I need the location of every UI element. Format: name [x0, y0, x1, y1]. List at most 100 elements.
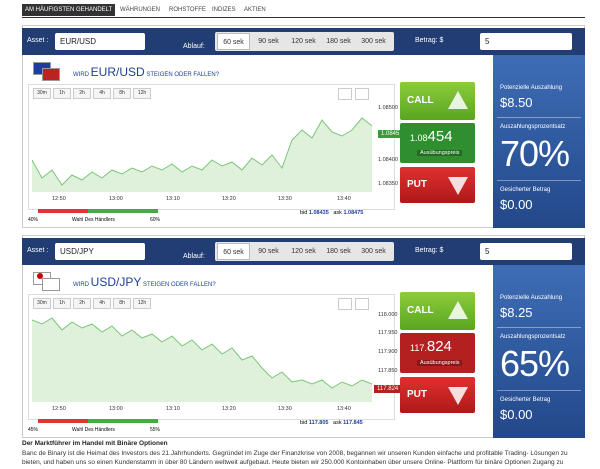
- put-label[interactable]: PUT: [407, 389, 427, 400]
- timeframe[interactable]: 8h: [113, 88, 131, 99]
- flag: [42, 278, 60, 291]
- expiry-option[interactable]: 60 sek: [217, 33, 250, 50]
- strike-label: Ausübungspreis: [417, 360, 463, 366]
- secured: $0.00: [500, 197, 533, 212]
- chart-tool[interactable]: [355, 298, 369, 310]
- percent-label: Auszahlungsprozentsatz: [500, 334, 566, 340]
- sentiment-label: Wahl Des Händlers: [72, 427, 115, 433]
- sentiment-label: Wahl Des Händlers: [72, 217, 115, 223]
- percent-label: Auszahlungsprozentsatz: [500, 124, 566, 130]
- timeframe[interactable]: 12h: [133, 298, 151, 309]
- y-label: 117.950: [378, 330, 398, 336]
- amount-select[interactable]: 5: [480, 243, 572, 260]
- tab[interactable]: INDIZES: [212, 7, 236, 13]
- put-label[interactable]: PUT: [407, 179, 427, 190]
- tab[interactable]: WÄHRUNGEN: [120, 7, 160, 13]
- strike-label: Ausübungspreis: [417, 150, 463, 156]
- y-label: 118.000: [378, 312, 398, 318]
- expiry-option[interactable]: 90 sek: [258, 248, 279, 255]
- sentiment-bar-green: [88, 419, 158, 423]
- divider: [497, 180, 581, 181]
- call-label[interactable]: CALL: [407, 95, 434, 106]
- timeframe[interactable]: 12h: [133, 88, 151, 99]
- amount-select[interactable]: 5: [480, 33, 572, 50]
- x-label: 12:50: [52, 406, 66, 412]
- divider: [497, 327, 581, 328]
- question-prefix: WIRD: [73, 72, 89, 78]
- chart-box: [28, 294, 395, 420]
- ask: 1.08475: [343, 210, 364, 216]
- ask-label: ask: [333, 210, 342, 216]
- expiry-option[interactable]: 90 sek: [258, 38, 279, 45]
- footer-heading: Der Marktführer im Handel mit Binäre Opt…: [22, 440, 168, 447]
- x-label: 12:50: [52, 196, 66, 202]
- amount-label: Betrag: $: [415, 247, 444, 254]
- expiry-option[interactable]: 300 sek: [361, 38, 386, 45]
- payout-panel: [493, 55, 585, 228]
- bid: 1.08435: [308, 210, 329, 216]
- secured-label: Gesicherter Betrag: [500, 397, 551, 403]
- sentiment-bar-red: [38, 419, 88, 423]
- x-label: 13:10: [166, 196, 180, 202]
- tab[interactable]: AKTIEN: [244, 7, 266, 13]
- x-label: 13:00: [109, 196, 123, 202]
- bid: 117.805: [308, 420, 329, 426]
- expiry-option[interactable]: 180 sek: [326, 38, 351, 45]
- put-arrow: [448, 387, 468, 405]
- price-tag: 117.824: [374, 385, 402, 393]
- amount-label: Betrag: $: [415, 37, 444, 44]
- tab[interactable]: AM HÄUFIGSTEN GEHANDELT: [25, 7, 113, 13]
- timeframe[interactable]: 4h: [93, 88, 111, 99]
- question: WIRD USD/JPY STEIGEN ODER FALLEN?: [73, 275, 216, 289]
- tab[interactable]: ROHSTOFFE: [169, 7, 206, 13]
- ask: 117.845: [343, 420, 363, 426]
- payout-label: Potenzielle Auszahlung: [500, 295, 563, 301]
- expiry-option[interactable]: 120 sek: [291, 248, 316, 255]
- chart-tool[interactable]: [338, 88, 352, 100]
- expiry-option[interactable]: 60 sek: [217, 243, 250, 260]
- divider: [497, 117, 581, 118]
- sentiment-low: 45%: [28, 427, 39, 433]
- asset-select[interactable]: EUR/USD: [55, 33, 145, 50]
- flag: [42, 68, 60, 81]
- y-label: 117.850: [378, 368, 398, 374]
- timeframe[interactable]: 2h: [73, 88, 91, 99]
- payout-label: Potenzielle Auszahlung: [500, 85, 563, 91]
- timeframe[interactable]: 1h: [53, 88, 71, 99]
- asset-select[interactable]: USD/JPY: [55, 243, 145, 260]
- timeframe[interactable]: 2h: [73, 298, 91, 309]
- expiry-option[interactable]: 180 sek: [326, 248, 351, 255]
- expiry-group: [215, 32, 394, 51]
- x-label: 13:40: [337, 196, 351, 202]
- timeframe[interactable]: 30m: [33, 88, 51, 99]
- bid-label: bid: [300, 420, 308, 426]
- percent: 65%: [500, 343, 570, 384]
- y-label: 117.900: [378, 349, 398, 355]
- chart-tool[interactable]: [355, 88, 369, 100]
- question: WIRD EUR/USD STEIGEN ODER FALLEN?: [73, 65, 219, 79]
- expiry-option[interactable]: 300 sek: [361, 248, 386, 255]
- timeframe[interactable]: 8h: [113, 298, 131, 309]
- secured-label: Gesicherter Betrag: [500, 187, 551, 193]
- call-arrow: [448, 91, 468, 109]
- chart-tool[interactable]: [338, 298, 352, 310]
- expiry-label: Ablauf:: [183, 253, 205, 260]
- asset-label: Asset :: [27, 37, 49, 44]
- tab-underline: [22, 17, 585, 18]
- timeframe[interactable]: 30m: [33, 298, 51, 309]
- timeframe[interactable]: 1h: [53, 298, 71, 309]
- timeframe[interactable]: 4h: [93, 298, 111, 309]
- tab-active-bg[interactable]: [22, 4, 115, 16]
- call-label[interactable]: CALL: [407, 305, 434, 316]
- x-label: 13:20: [222, 406, 236, 412]
- price-chart: [32, 117, 372, 192]
- sentiment-bar-red: [38, 209, 88, 213]
- price-box: [400, 123, 475, 163]
- secured: $0.00: [500, 407, 533, 422]
- y-label: 1.08500: [378, 105, 398, 111]
- expiry-option[interactable]: 120 sek: [291, 38, 316, 45]
- price-tag: 1.0845: [378, 130, 403, 138]
- bid-ask: bid 117.805 ask 117.845: [300, 420, 363, 426]
- x-label: 13:40: [337, 406, 351, 412]
